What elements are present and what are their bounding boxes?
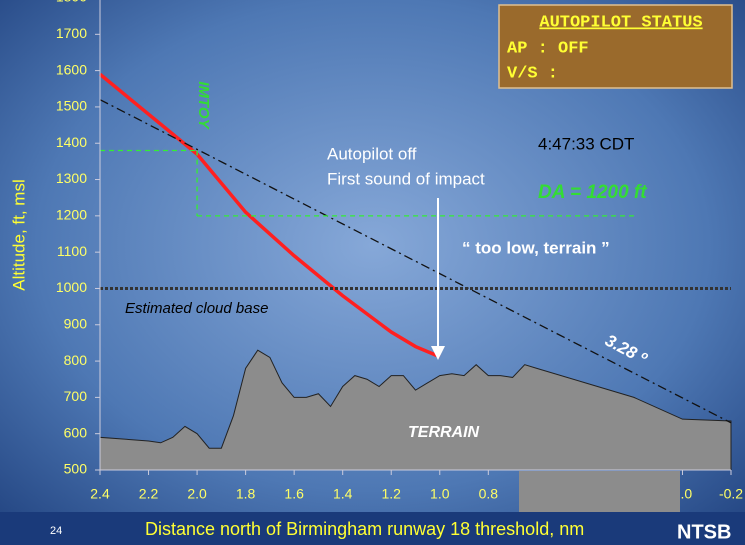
x-tick-label: 1.0 [430, 486, 450, 502]
annotation: “ too low, terrain ” [462, 238, 610, 257]
status-line: AP : OFF [507, 39, 589, 58]
annotation: Estimated cloud base [125, 300, 268, 317]
annotation: 4:47:33 CDT [538, 134, 634, 153]
x-tick-label: 1.4 [333, 486, 353, 502]
x-tick-label: 2.0 [187, 486, 207, 502]
annotation: First sound of impact [327, 169, 485, 188]
mask-box [519, 471, 680, 512]
y-tick-label: 600 [64, 424, 88, 440]
annotation: TERRAIN [408, 424, 480, 441]
x-tick-label: 2.2 [139, 486, 159, 502]
status-title: AUTOPILOT STATUS [539, 13, 702, 32]
x-tick-label: -0.2 [719, 486, 743, 502]
y-tick-label: 700 [64, 388, 88, 404]
x-tick-label: 2.4 [90, 486, 110, 502]
y-tick-label: 900 [64, 315, 88, 331]
status-panel [498, 4, 733, 89]
status-line: V/S : [507, 64, 558, 83]
line-series [99, 99, 732, 424]
x-tick-label: 1.6 [284, 486, 304, 502]
plot: 500 600 700 800 900 1000 1100 1200 1300 1400 1500 1… [56, 0, 743, 502]
annotation: Autopilot off [327, 144, 417, 163]
y-tick-label: 1600 [56, 61, 87, 77]
y-tick-label: 1100 [57, 243, 87, 259]
y-tick-label: 1700 [56, 25, 87, 41]
y-tick-label: 1500 [56, 98, 87, 114]
y-tick-label: 1200 [56, 207, 87, 223]
x-tick-label: 1.2 [381, 486, 401, 502]
y-tick-label: 500 [64, 461, 88, 477]
page-number: 24 [50, 525, 62, 537]
arrow-head [431, 346, 445, 360]
terrain-area [99, 349, 732, 471]
annotation: DA = 1200 ft [538, 182, 647, 203]
y-tick-label: 1300 [56, 170, 87, 186]
y-axis-label: Altitude, ft, msl [9, 179, 28, 290]
x-tick-label: 1.8 [236, 486, 256, 502]
y-tick-label: 1800 [56, 0, 87, 5]
footer-bar [0, 512, 745, 545]
x-axis-label: Distance north of Birmingham runway 18 t… [145, 519, 584, 539]
logo: NTSB [677, 521, 731, 543]
y-tick-label: 1000 [56, 279, 87, 295]
y-tick-label: 800 [64, 352, 88, 368]
y-tick-label: 1400 [56, 134, 87, 150]
line-series [98, 72, 441, 359]
status-box: AUTOPILOT STATUS AP : OFF V/S : [498, 4, 733, 89]
annotation: IMTOY [195, 81, 212, 130]
x-tick-label: 0.8 [479, 486, 499, 502]
